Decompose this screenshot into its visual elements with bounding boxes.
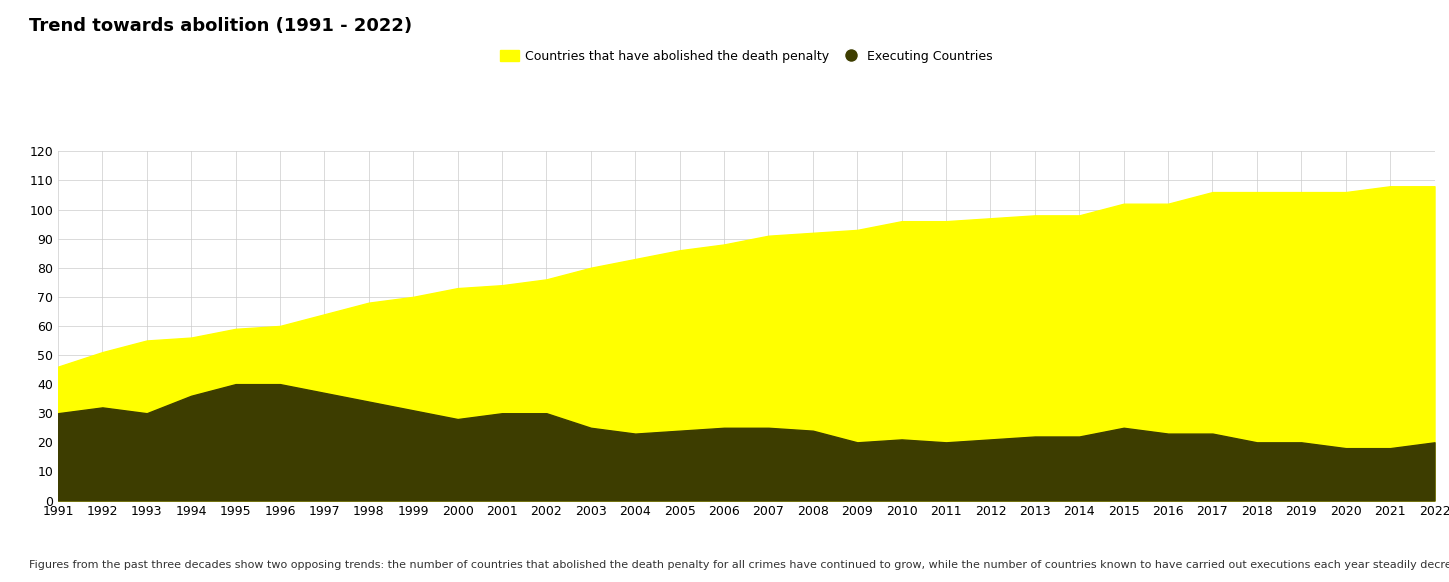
Legend: Countries that have abolished the death penalty, Executing Countries: Countries that have abolished the death … <box>497 46 995 66</box>
Text: Trend towards abolition (1991 - 2022): Trend towards abolition (1991 - 2022) <box>29 17 412 36</box>
Text: Figures from the past three decades show two opposing trends: the number of coun: Figures from the past three decades show… <box>29 560 1449 570</box>
